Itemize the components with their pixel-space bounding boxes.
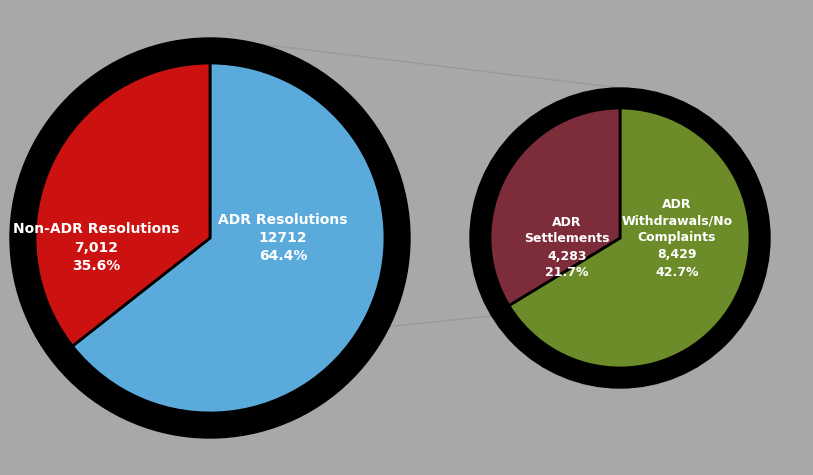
Wedge shape bbox=[72, 63, 385, 413]
Wedge shape bbox=[509, 108, 750, 368]
Text: ADR Resolutions
12712
64.4%: ADR Resolutions 12712 64.4% bbox=[219, 213, 348, 264]
Circle shape bbox=[10, 38, 410, 438]
Text: ADR
Settlements
4,283
21.7%: ADR Settlements 4,283 21.7% bbox=[524, 216, 610, 279]
Text: Non-ADR Resolutions
7,012
35.6%: Non-ADR Resolutions 7,012 35.6% bbox=[13, 222, 180, 273]
Wedge shape bbox=[490, 108, 620, 305]
Text: ADR
Withdrawals/No
Complaints
8,429
42.7%: ADR Withdrawals/No Complaints 8,429 42.7… bbox=[621, 198, 733, 278]
Circle shape bbox=[470, 88, 770, 388]
Wedge shape bbox=[35, 63, 210, 346]
